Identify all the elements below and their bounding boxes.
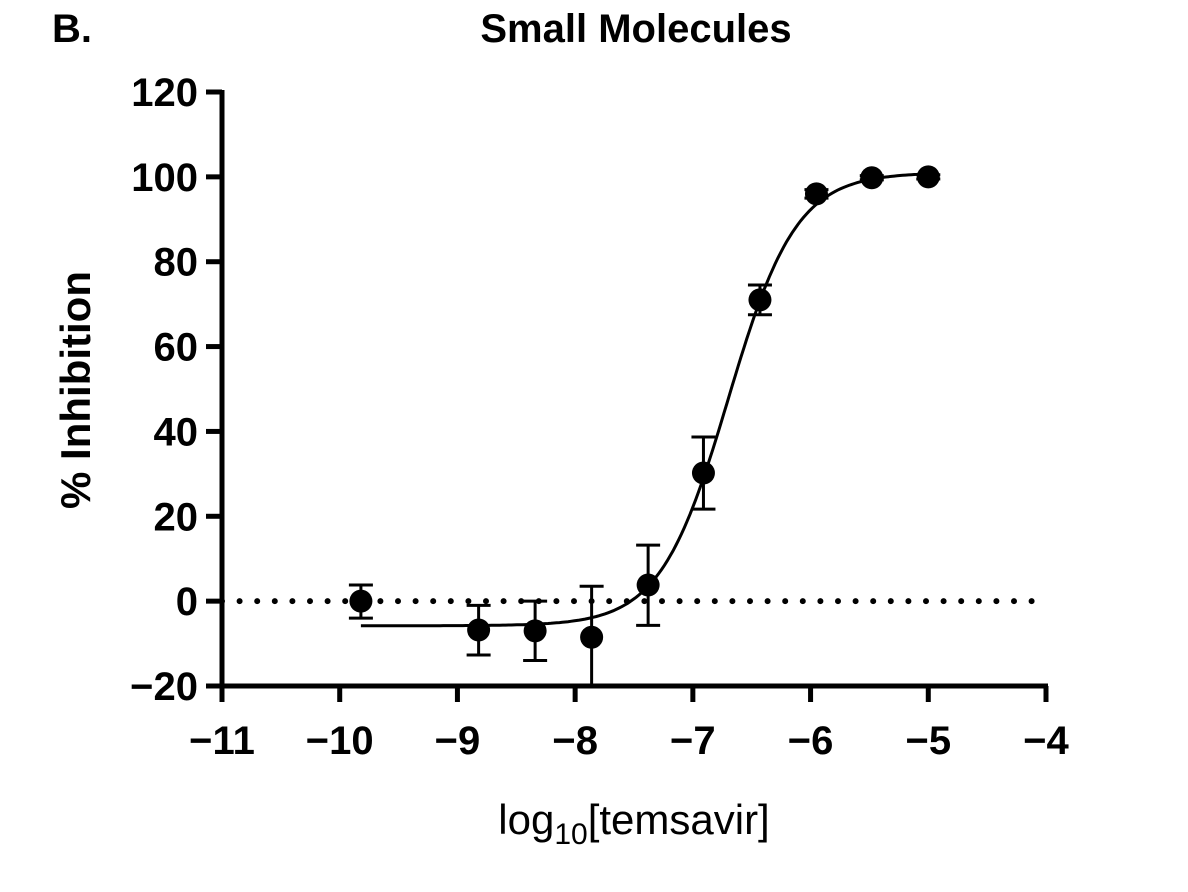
y-axis-label: % Inhibition	[52, 271, 99, 509]
y-tick-label: −20	[130, 665, 198, 709]
x-axis-label: log10[temsavir]	[498, 796, 769, 851]
data-point	[349, 589, 373, 613]
chart-title: Small Molecules	[480, 7, 791, 51]
y-tick-label: 80	[154, 241, 199, 285]
x-tick-label: −7	[670, 719, 716, 763]
panel-label: B.	[52, 7, 92, 51]
fit-curve	[360, 172, 929, 628]
x-tick-label: −5	[905, 719, 951, 763]
x-tick-label: −6	[788, 719, 834, 763]
data-point	[916, 165, 940, 189]
y-tick-label: 40	[154, 410, 199, 454]
x-axis-label-rest: [temsavir]	[588, 796, 770, 843]
x-tick-label: −9	[435, 719, 481, 763]
x-axis-label-subscript: 10	[554, 818, 587, 851]
data-point	[748, 288, 772, 312]
x-tick-label: −4	[1023, 719, 1069, 763]
y-tick-label: 20	[154, 495, 199, 539]
data-point	[523, 619, 547, 643]
data-point	[467, 618, 491, 642]
y-tick-label: 60	[154, 326, 199, 370]
axes: −20 0 20 40 60 80 100 120 −11 −10 −9 −8 −7 −6 −5 −4	[130, 71, 1069, 763]
data-point	[636, 573, 660, 597]
data-point	[580, 625, 604, 649]
x-tick-label: −11	[189, 719, 255, 763]
data-point	[804, 182, 828, 206]
x-axis-label-base: log	[498, 796, 554, 843]
y-tick-label: 120	[131, 71, 198, 115]
data-point	[691, 461, 715, 485]
y-tick-label: 100	[131, 156, 198, 200]
data-point	[860, 166, 884, 190]
data-marks	[219, 165, 1049, 686]
x-tick-label: −8	[552, 719, 598, 763]
y-tick-label: 0	[176, 580, 198, 624]
x-tick-label: −10	[306, 719, 374, 763]
